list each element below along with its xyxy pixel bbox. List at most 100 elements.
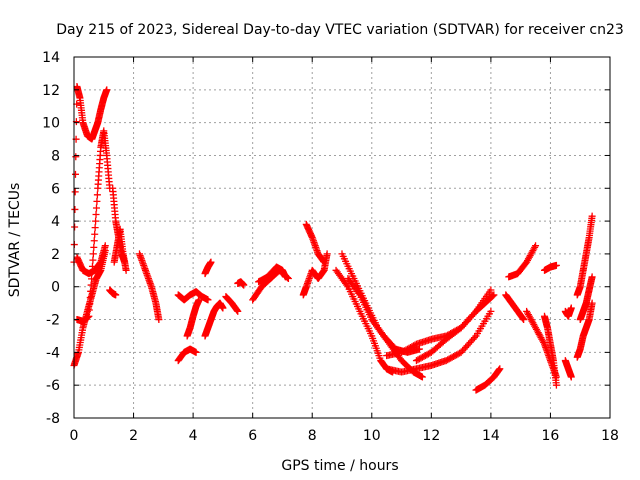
data-point: [88, 275, 96, 283]
data-point: [86, 294, 94, 302]
data-point: [355, 289, 363, 297]
plot-frame: [73, 56, 611, 419]
series-arc-l: [201, 299, 227, 340]
y-axis-label: SDTVAR / TECUs: [7, 183, 23, 298]
y-tick-label: -2: [46, 313, 60, 329]
data-point: [85, 306, 93, 314]
data-point: [234, 307, 242, 315]
data-point: [219, 304, 227, 312]
data-point: [588, 273, 596, 281]
data-point: [92, 217, 100, 225]
data-point: [520, 316, 528, 324]
series-arc-c: [73, 127, 114, 325]
data-point: [93, 191, 101, 199]
y-axis-ticks: -8 -6 -4 -2 0 2 4 6 8 10 12 14: [42, 50, 610, 427]
y-tick-label: 12: [42, 83, 60, 99]
data-point: [323, 250, 331, 258]
data-point: [567, 373, 575, 381]
x-tick-label: 2: [129, 428, 138, 444]
data-point: [588, 299, 596, 307]
data-point: [71, 205, 79, 213]
series-arc-m: [201, 258, 215, 278]
data-point: [487, 307, 495, 315]
series-arc-s: [299, 250, 331, 299]
data-point: [92, 204, 100, 212]
series-arc-ai: [573, 299, 596, 361]
y-tick-label: 10: [42, 116, 60, 132]
series-arc-x: [383, 307, 495, 376]
data-point: [531, 243, 539, 251]
data-point: [471, 334, 479, 342]
series-arc-aa: [502, 291, 528, 324]
series-arc-h: [136, 250, 163, 324]
data-point: [72, 153, 80, 161]
series-arc-o: [234, 278, 248, 289]
data-point: [85, 312, 93, 320]
data-point: [122, 266, 130, 274]
data-point: [204, 296, 212, 304]
series-arc-g: [106, 286, 120, 299]
y-tick-label: 0: [51, 280, 60, 296]
series-arc-f: [110, 225, 130, 274]
series-arc-j: [174, 345, 200, 365]
data-point: [490, 291, 498, 299]
data-point: [90, 243, 98, 251]
data-point: [89, 250, 97, 258]
data-point: [93, 197, 101, 205]
data-point: [489, 292, 497, 300]
y-tick-label: 6: [51, 181, 60, 197]
x-axis-label: GPS time / hours: [281, 458, 398, 474]
x-tick-label: 10: [363, 428, 381, 444]
series-arc-ah: [573, 212, 596, 299]
data-point: [71, 170, 79, 178]
data-point: [91, 224, 99, 232]
series-arc-af: [561, 304, 575, 320]
data-point: [101, 242, 109, 250]
series-arc-b: [70, 83, 111, 266]
data-point: [195, 296, 203, 304]
y-tick-label: 4: [51, 214, 60, 230]
data-point: [418, 373, 426, 381]
data-marks: [70, 83, 596, 394]
series-arc-k: [183, 296, 203, 340]
series-arc-ad: [540, 312, 560, 389]
data-point: [87, 287, 95, 295]
series-arc-z: [472, 365, 504, 394]
data-point: [71, 188, 79, 196]
data-point: [155, 316, 163, 324]
data-point: [487, 286, 495, 294]
y-tick-label: 2: [51, 247, 60, 263]
series-arc-ae: [540, 261, 560, 274]
series-arc-n: [222, 293, 242, 315]
data-point: [112, 291, 120, 299]
data-point: [343, 281, 351, 289]
data-point: [240, 281, 248, 289]
x-tick-label: 16: [542, 428, 560, 444]
series-arc-y: [412, 291, 498, 365]
data-point: [71, 223, 79, 231]
x-tick-label: 4: [189, 428, 198, 444]
data-point: [540, 339, 548, 347]
data-point: [90, 237, 98, 245]
data-point: [552, 381, 560, 389]
y-tick-label: -4: [46, 345, 60, 361]
data-point: [532, 242, 540, 250]
x-tick-label: 18: [601, 428, 619, 444]
data-point: [415, 345, 423, 353]
series-arc-ag: [561, 357, 575, 381]
data-point: [91, 230, 99, 238]
x-tick-label: 12: [422, 428, 440, 444]
data-point: [87, 281, 95, 289]
y-tick-label: -8: [46, 411, 60, 427]
data-point: [281, 273, 289, 281]
data-point: [567, 304, 575, 312]
y-tick-label: 14: [42, 50, 60, 66]
y-tick-label: 8: [51, 148, 60, 164]
series-arc-aj: [576, 273, 596, 324]
data-point: [552, 261, 560, 269]
x-tick-label: 8: [308, 428, 317, 444]
x-axis-ticks: 0 2 4 6 8 10 12 14 16 18: [70, 57, 619, 444]
series-arc-i: [174, 288, 212, 304]
